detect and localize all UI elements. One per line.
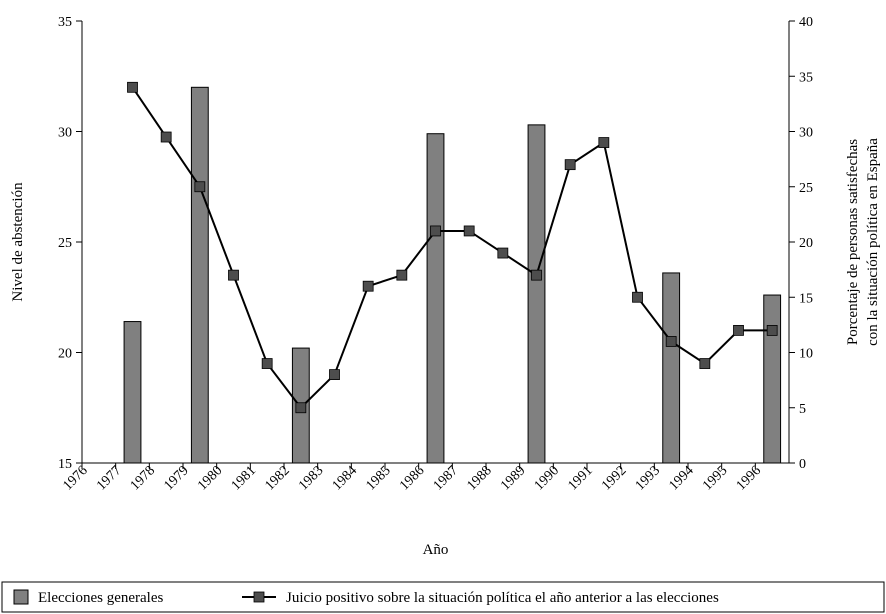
y-tick-label-right: 5 xyxy=(799,402,806,417)
x-tick-label: 1995 xyxy=(700,463,730,493)
line-point xyxy=(564,159,576,171)
bar xyxy=(190,86,209,464)
line-point xyxy=(127,81,138,93)
x-tick-label: 1996 xyxy=(734,463,764,493)
y-tick-label-left: 35 xyxy=(58,15,72,30)
y-tick-label-left: 15 xyxy=(58,457,72,472)
x-tick-label: 1992 xyxy=(599,463,629,493)
y-tick-label-right: 35 xyxy=(799,70,813,85)
line-point xyxy=(329,369,340,381)
y-tick-label-right: 10 xyxy=(799,347,813,362)
x-tick-label: 1993 xyxy=(633,463,663,493)
line-point xyxy=(228,269,239,281)
bar xyxy=(662,272,681,464)
series-line xyxy=(131,86,773,410)
line-point xyxy=(632,291,643,303)
legend-swatch-bars xyxy=(13,589,29,605)
x-tick-label: 1977 xyxy=(94,463,124,493)
axes-layer xyxy=(76,20,795,469)
line-point xyxy=(430,225,441,237)
legend-label-bars: Elecciones generales xyxy=(38,590,164,606)
x-tick-label: 1987 xyxy=(431,463,461,493)
x-tick-label: 1988 xyxy=(464,463,494,493)
x-tick-label: 1989 xyxy=(498,463,528,493)
line-point xyxy=(531,269,542,281)
line-point xyxy=(699,358,711,369)
x-tick-label: 1994 xyxy=(666,463,696,493)
x-tick-label: 1984 xyxy=(330,463,360,493)
x-tick-label: 1979 xyxy=(161,463,191,493)
x-tick-label: 1983 xyxy=(296,463,326,493)
x-tick-label: 1981 xyxy=(229,463,259,493)
x-tick-label: 1982 xyxy=(262,463,292,493)
bars-layer xyxy=(123,86,782,464)
x-axis-title: Año xyxy=(423,542,449,558)
line-point xyxy=(362,280,374,292)
y-tick-label-right: 40 xyxy=(799,15,813,30)
y-axis-title-right-line2: con la situación política en España xyxy=(865,138,881,346)
x-tick-label: 1990 xyxy=(532,463,562,493)
y-tick-label-left: 20 xyxy=(58,347,72,362)
x-tick-label: 1986 xyxy=(397,463,427,493)
x-tick-label: 1985 xyxy=(363,463,393,493)
y-tick-label-right: 15 xyxy=(799,291,813,306)
line-point xyxy=(160,131,172,143)
legend-frame xyxy=(1,581,885,613)
y-axis-title-left: Nivel de abstención xyxy=(10,182,26,302)
legend-label-line: Juicio positivo sobre la situación polít… xyxy=(286,590,719,606)
line-point xyxy=(295,402,307,414)
line-point xyxy=(396,269,408,281)
bar xyxy=(426,133,445,464)
line-point xyxy=(598,137,610,148)
line-point xyxy=(463,225,475,237)
y-tick-label-right: 20 xyxy=(799,236,813,251)
line-layer xyxy=(127,81,778,414)
y-tick-label-left: 25 xyxy=(58,236,72,251)
legend-marker-sample xyxy=(253,591,265,603)
bar xyxy=(763,294,782,464)
x-tick-label: 1978 xyxy=(128,463,158,493)
y-tick-label-right: 25 xyxy=(799,181,813,196)
y-tick-label-left: 30 xyxy=(58,126,72,141)
x-tick-label: 1980 xyxy=(195,463,225,493)
y-axis-title-right-line1: Porcentaje de personas satisfechas xyxy=(845,139,861,345)
y-tick-label-right: 30 xyxy=(799,126,813,141)
bar xyxy=(527,124,546,464)
legend: Elecciones generales Juicio positivo sob… xyxy=(1,581,885,613)
line-point xyxy=(733,324,744,336)
bar xyxy=(123,321,142,464)
line-point xyxy=(194,181,206,193)
line-point xyxy=(665,336,677,347)
x-tick-label: 1991 xyxy=(565,463,595,493)
line-point xyxy=(766,324,778,336)
line-point xyxy=(261,358,273,369)
line-point xyxy=(497,247,509,259)
y-tick-label-right: 0 xyxy=(799,457,806,472)
